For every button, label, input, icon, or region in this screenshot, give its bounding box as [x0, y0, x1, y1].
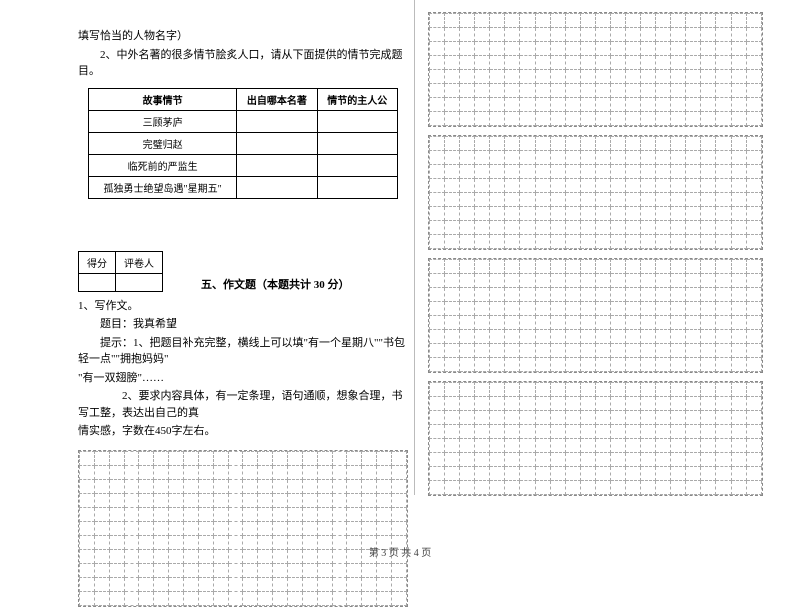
story-cell: 完璧归赵: [89, 132, 237, 154]
essay-l4: "有一双翅膀"……: [78, 370, 408, 387]
score-table: 得分 评卷人: [78, 251, 163, 292]
essay-prompt: 1、写作文。 题目：我真希望 提示：1、把题目补充完整，横线上可以填"有一个星期…: [78, 298, 408, 440]
score-cell: 得分: [79, 251, 116, 273]
score-blank: [79, 273, 116, 291]
section-title: 五、作文题（本题共计 30 分）: [201, 276, 350, 292]
story-header: 故事情节: [89, 88, 237, 110]
right-writing-grid: [428, 12, 763, 127]
story-header: 情节的主人公: [317, 88, 397, 110]
essay-l6: 情实感，字数在450字左右。: [78, 423, 408, 440]
story-cell: 三顾茅庐: [89, 110, 237, 132]
story-cell: [237, 110, 317, 132]
story-cell: [317, 132, 397, 154]
left-column: 填写恰当的人物名字） 2、中外名著的很多情节脍炙人口，请从下面提供的情节完成题目…: [78, 28, 408, 615]
right-writing-grid: [428, 135, 763, 250]
story-cell: 孤独勇士绝望岛遇"星期五": [89, 176, 237, 198]
column-divider: [414, 0, 415, 495]
story-header: 出自哪本名著: [237, 88, 317, 110]
story-cell: [237, 154, 317, 176]
story-cell: [237, 176, 317, 198]
story-cell: [237, 132, 317, 154]
essay-l2: 题目：我真希望: [78, 316, 408, 333]
table-row: 孤独勇士绝望岛遇"星期五": [89, 176, 398, 198]
section-header-row: 得分 评卷人 五、作文题（本题共计 30 分）: [78, 225, 408, 292]
page-number: 第 3 页 共 4 页: [0, 544, 800, 559]
story-cell: [317, 110, 397, 132]
story-cell: 临死前的严监生: [89, 154, 237, 176]
essay-l1: 1、写作文。: [78, 298, 408, 315]
grader-blank: [116, 273, 163, 291]
essay-l3: 提示：1、把题目补充完整，横线上可以填"有一个星期八""书包轻一点""拥抱妈妈": [78, 335, 408, 368]
table-row: 临死前的严监生: [89, 154, 398, 176]
intro-line-1: 填写恰当的人物名字）: [78, 28, 408, 45]
right-writing-grid: [428, 381, 763, 496]
table-row: 完璧归赵: [89, 132, 398, 154]
story-cell: [317, 154, 397, 176]
right-writing-grid: [428, 258, 763, 373]
right-column: [428, 12, 763, 504]
grader-cell: 评卷人: [116, 251, 163, 273]
left-writing-grid: [78, 450, 408, 607]
story-cell: [317, 176, 397, 198]
table-row: 三顾茅庐: [89, 110, 398, 132]
intro-line-2: 2、中外名著的很多情节脍炙人口，请从下面提供的情节完成题目。: [78, 47, 408, 80]
story-table: 故事情节出自哪本名著情节的主人公 三顾茅庐完璧归赵临死前的严监生孤独勇士绝望岛遇…: [88, 88, 398, 199]
essay-l5: 2、要求内容具体，有一定条理，语句通顺，想象合理，书写工整，表达出自己的真: [78, 388, 408, 421]
